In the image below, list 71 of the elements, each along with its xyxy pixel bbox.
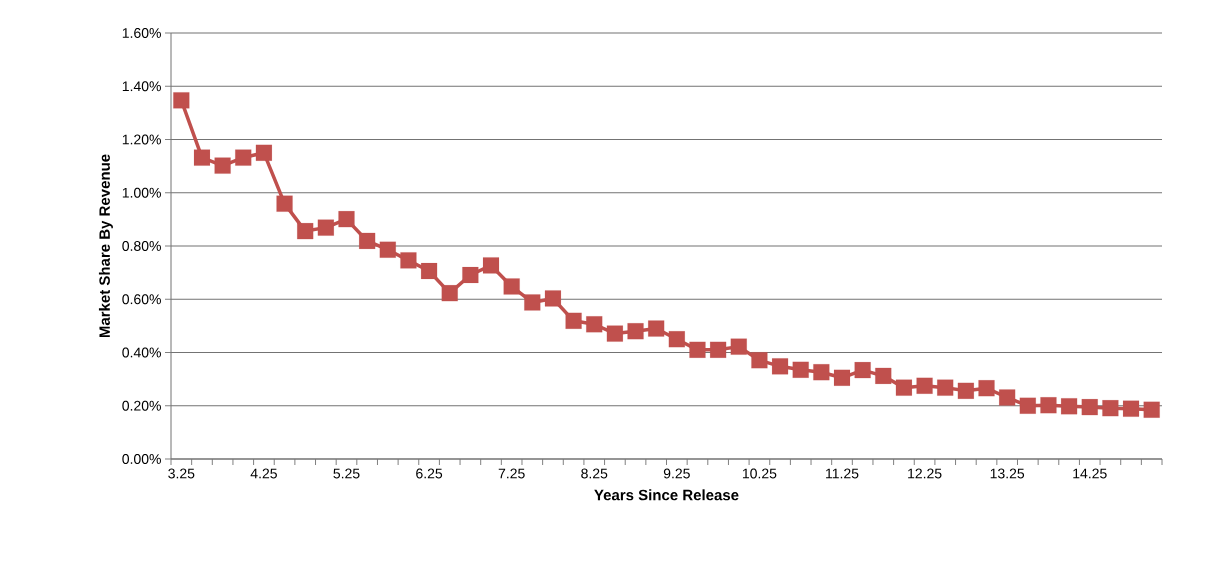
point [999, 389, 1016, 406]
y-tick-label: 1.40% [122, 81, 161, 92]
point [193, 149, 211, 166]
point [1122, 400, 1140, 417]
point [441, 285, 458, 302]
x-tick-label: 6.25 [416, 468, 443, 479]
y-tick-label: 0.40% [122, 347, 161, 358]
point [359, 232, 376, 249]
x-tick-label: 5.25 [333, 468, 360, 479]
y-tick-label: 1.20% [122, 134, 161, 145]
point [544, 290, 562, 307]
x-tick-label: 11.25 [826, 468, 859, 479]
point [421, 262, 438, 280]
point [730, 338, 747, 355]
point [813, 364, 830, 381]
point [978, 380, 995, 397]
x-tick-label: 14.25 [1073, 468, 1107, 479]
point [648, 320, 665, 337]
point [627, 323, 644, 340]
point [854, 362, 871, 379]
y-tick-label: 0.00% [122, 454, 161, 464]
point [338, 211, 355, 228]
point [710, 341, 727, 358]
point [916, 377, 933, 394]
x-tick-label: 3.25 [168, 468, 195, 479]
point [1019, 397, 1036, 414]
point [606, 325, 623, 342]
point [833, 369, 851, 386]
x-tick-label: 4.25 [250, 468, 277, 479]
point [895, 379, 912, 396]
point [524, 294, 541, 311]
y-tick-label: 1.60% [122, 28, 161, 38]
point [1061, 398, 1078, 415]
point [503, 278, 520, 295]
point [276, 195, 293, 212]
point [235, 149, 252, 166]
point [1143, 401, 1160, 418]
point [1102, 400, 1119, 417]
point [462, 266, 479, 284]
point [689, 341, 706, 358]
point [379, 241, 396, 258]
point [297, 223, 314, 240]
point [565, 312, 582, 329]
point [668, 331, 685, 348]
point [772, 358, 789, 375]
point [792, 361, 809, 378]
x-tick-label: 9.25 [663, 468, 690, 479]
point [1081, 399, 1098, 416]
x-tick-label: 7.25 [498, 468, 525, 479]
x-tick-label: 10.25 [742, 468, 777, 479]
point [1040, 397, 1057, 414]
y-tick-label: 1.00% [122, 187, 161, 198]
point [586, 316, 603, 333]
point [875, 367, 892, 384]
y-tick-label: 0.60% [122, 294, 161, 305]
x-axis-title: Years Since Release [594, 489, 739, 501]
y-axis-title: Market Share By Revenue [98, 154, 113, 338]
point [255, 144, 272, 161]
point [400, 252, 417, 269]
point [482, 257, 500, 274]
point [214, 157, 231, 174]
y-tick-label: 0.20% [122, 400, 161, 411]
y-tick-label: 0.80% [122, 241, 161, 251]
point [937, 379, 954, 396]
point [317, 219, 334, 236]
x-tick-label: 12.25 [908, 468, 942, 479]
x-tick-label: 8.25 [581, 468, 608, 479]
x-tick-label: 13.25 [990, 468, 1025, 479]
point [751, 352, 768, 369]
point [957, 382, 974, 399]
point [173, 92, 190, 109]
